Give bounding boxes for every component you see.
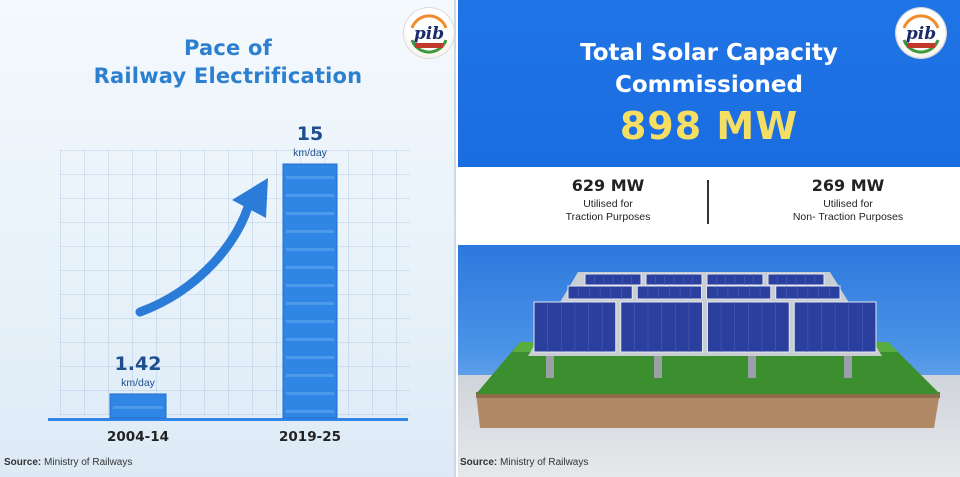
panel-leg bbox=[654, 352, 662, 378]
stat-traction: 629 MW Utilised for Traction Purposes bbox=[518, 176, 698, 224]
solar-total-capacity: 898 MW bbox=[619, 104, 799, 148]
solar-cells bbox=[533, 273, 877, 353]
bar-stripe bbox=[286, 320, 334, 323]
bar-stripe bbox=[286, 374, 334, 377]
bar-2019-25 bbox=[282, 163, 338, 419]
bar-stripe bbox=[286, 212, 334, 215]
source-text: Ministry of Railways bbox=[497, 457, 589, 468]
bar-unit-label: km/day bbox=[121, 377, 156, 389]
bar-value-label: 1.42 bbox=[115, 353, 162, 375]
pib-logo-icon: pib bbox=[896, 8, 946, 58]
bar-stripe bbox=[286, 392, 334, 395]
soil-block bbox=[476, 392, 940, 428]
pib-logo-text: pib bbox=[906, 24, 936, 44]
bar-stripe bbox=[286, 194, 334, 197]
bar-stripe bbox=[113, 405, 163, 409]
panel-leg bbox=[546, 350, 554, 378]
growth-arrow-icon bbox=[135, 195, 255, 317]
bar-stripe bbox=[286, 410, 334, 413]
stat-traction-desc2: Traction Purposes bbox=[565, 211, 651, 223]
source-label: Source: bbox=[4, 457, 42, 468]
chart-title-line2: Railway Electrification bbox=[93, 64, 363, 88]
solar-title-line2: Commissioned bbox=[615, 72, 803, 98]
source-note: Source: Ministry of Railways bbox=[460, 457, 588, 468]
panel-leg bbox=[844, 350, 852, 378]
bar-stripe bbox=[286, 284, 334, 287]
pib-logo-text: pib bbox=[414, 24, 444, 44]
bar-unit-label: km/day bbox=[293, 147, 328, 159]
bar-chart: 1.42 km/day 2004-14 15 km/day 2019-25 bbox=[48, 123, 408, 445]
category-label: 2004-14 bbox=[107, 429, 169, 445]
growth-arrow-head-icon bbox=[232, 178, 268, 218]
bar-stripe bbox=[286, 266, 334, 269]
solar-title-line1: Total Solar Capacity bbox=[580, 40, 838, 66]
bar-stripe bbox=[286, 338, 334, 341]
source-label: Source: bbox=[460, 457, 498, 468]
source-note: Source: Ministry of Railways bbox=[4, 457, 132, 468]
solar-panel-infographic: Total Solar Capacity Commissioned 898 MW… bbox=[458, 0, 960, 477]
category-label: 2019-25 bbox=[279, 429, 341, 445]
chart-baseline bbox=[48, 418, 408, 421]
bar-stripe bbox=[286, 356, 334, 359]
stat-non-traction-desc1: Utilised for bbox=[823, 198, 873, 210]
chart-title-line1: Pace of bbox=[184, 36, 272, 60]
bars-layer bbox=[48, 163, 408, 421]
bar-stripe bbox=[286, 302, 334, 305]
bar-stripe bbox=[286, 230, 334, 233]
electrification-panel: Pace of Railway Electrification 1.42 km/d… bbox=[0, 0, 456, 477]
stat-non-traction-desc2: Non- Traction Purposes bbox=[792, 211, 904, 223]
stat-non-traction-value: 269 MW bbox=[811, 176, 885, 195]
grid-background bbox=[60, 150, 410, 415]
labels-layer: 1.42 km/day 2004-14 15 km/day 2019-25 bbox=[107, 123, 341, 445]
solar-banner bbox=[458, 0, 960, 167]
stat-divider bbox=[707, 180, 709, 224]
stat-traction-desc1: Utilised for bbox=[583, 198, 633, 210]
bar-value-label: 15 bbox=[297, 123, 323, 145]
bar-stripe bbox=[286, 248, 334, 251]
source-text: Ministry of Railways bbox=[41, 457, 133, 468]
stat-traction-value: 629 MW bbox=[571, 176, 645, 195]
bar-stripe bbox=[286, 176, 334, 179]
stats-strip bbox=[458, 167, 960, 245]
panel-leg bbox=[748, 352, 756, 378]
pib-logo-icon: pib bbox=[404, 8, 454, 58]
solar-array-illustration bbox=[476, 272, 940, 428]
stat-non-traction: 269 MW Utilised for Non- Traction Purpos… bbox=[758, 176, 938, 224]
